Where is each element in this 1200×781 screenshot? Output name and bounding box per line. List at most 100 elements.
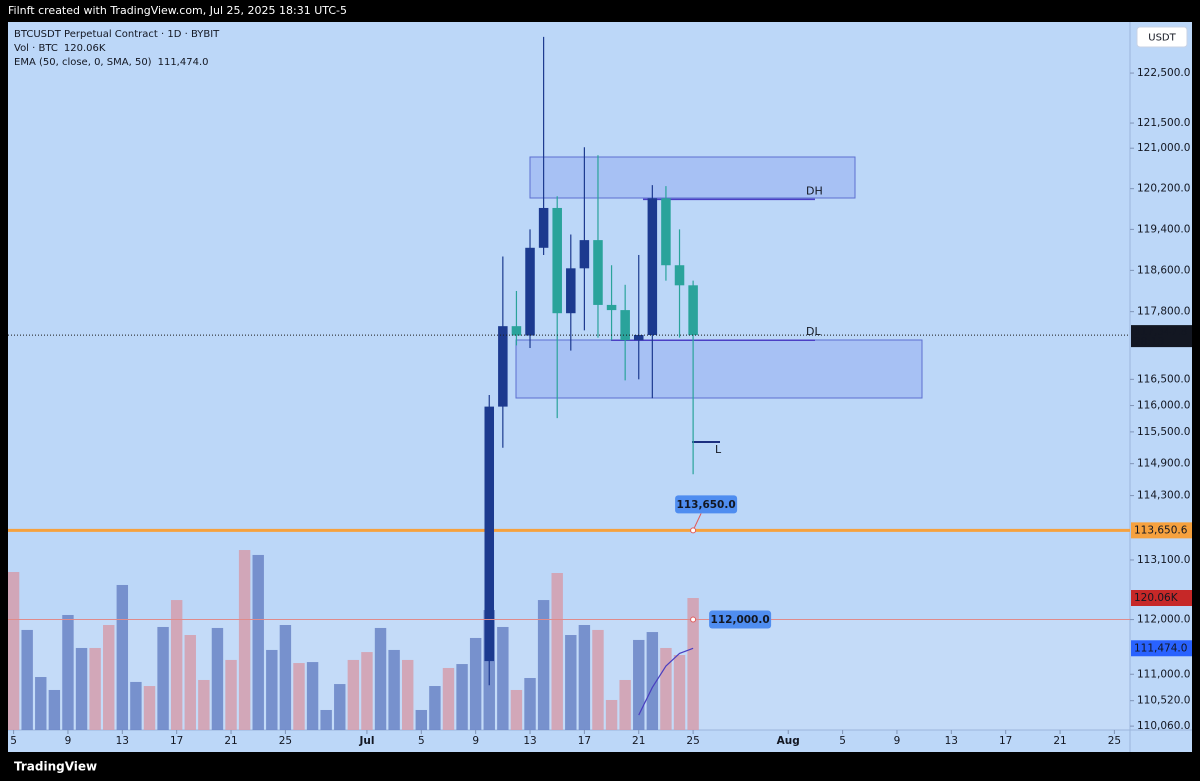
- x-tick-label: 13: [945, 735, 958, 747]
- volume-bar: [469, 637, 482, 730]
- x-tick-label: 5: [10, 735, 17, 747]
- candle-body: [633, 334, 644, 341]
- volume-bar: [402, 659, 414, 730]
- volume-bar: [279, 625, 292, 730]
- volume-bar: [8, 572, 20, 730]
- header: Filnft created with TradingView.com, Jul…: [8, 4, 347, 17]
- ema-line: [638, 647, 694, 716]
- volume-bar: [660, 647, 672, 730]
- legend-name: Vol · BTC: [14, 43, 58, 54]
- price-line-tag-label: 113,650.6: [1134, 524, 1188, 536]
- currency-button[interactable]: [1136, 26, 1188, 48]
- callout-box: [709, 610, 772, 629]
- candle-body: [674, 265, 685, 286]
- volume-bar: [673, 655, 686, 730]
- ema-tag-label: 111,474.0: [1134, 642, 1187, 654]
- candle-body: [484, 406, 495, 662]
- y-tick-label: 110,520.0: [1137, 695, 1190, 707]
- volume-tag-label: 120.06K: [1134, 592, 1179, 604]
- candle-body: [593, 240, 603, 305]
- candle-body: [579, 240, 590, 269]
- callout-box: [675, 495, 738, 514]
- y-tick-label: 112,000.0: [1137, 614, 1190, 626]
- x-tick-label: 21: [1053, 735, 1066, 747]
- y-tick-label: 121,500.0: [1137, 117, 1190, 129]
- level-label: DL: [806, 325, 821, 338]
- price-line-tag: [1131, 522, 1192, 539]
- volume-bar: [687, 597, 699, 730]
- volume-bar: [103, 625, 115, 730]
- volume-bar: [347, 659, 360, 730]
- x-tick-label: 17: [999, 735, 1012, 747]
- volume-bar: [225, 659, 237, 730]
- brand: TradingView: [14, 760, 97, 774]
- x-tick-label: Aug: [777, 735, 800, 747]
- currency[interactable]: USDT: [1148, 33, 1176, 44]
- candle-body: [661, 198, 671, 266]
- volume-bar: [293, 663, 305, 730]
- volume-bar: [306, 662, 319, 730]
- volume-bar: [646, 632, 659, 730]
- demand-zone: [515, 339, 923, 399]
- volume-bar: [429, 686, 441, 730]
- y-tick-label: 110,060.0: [1137, 720, 1190, 732]
- volume-bar: [605, 699, 618, 730]
- x-tick-label: 21: [224, 735, 237, 747]
- callout-label: 113,650.0: [677, 499, 736, 511]
- candle-body: [525, 247, 535, 336]
- x-tick-label: 13: [116, 735, 129, 747]
- y-tick-label: 117,800.0: [1137, 306, 1190, 318]
- volume-bar: [415, 709, 428, 730]
- volume-bar: [170, 600, 183, 730]
- x-tick-label: 5: [839, 735, 846, 747]
- level-label: DH: [806, 184, 823, 197]
- volume-bar: [48, 689, 61, 730]
- candle-body: [538, 207, 549, 248]
- volume-bar: [510, 689, 523, 730]
- volume-bar: [633, 639, 645, 730]
- volume-bar: [320, 709, 332, 730]
- volume-bar: [578, 625, 591, 730]
- legend-value: 111,474.0: [158, 57, 209, 68]
- y-tick-label: 115,500.0: [1137, 426, 1190, 438]
- volume-bar: [565, 635, 577, 730]
- x-tick-label: 25: [1108, 735, 1121, 747]
- y-tick-label: 114,300.0: [1137, 490, 1190, 502]
- y-tick-label: 120,200.0: [1137, 183, 1190, 195]
- x-tick-label: 5: [418, 735, 425, 747]
- volume-bar: [456, 664, 468, 730]
- plot: DH DL L 113,650.0 112,000.0: [8, 36, 1130, 730]
- x-tick-label: 25: [686, 735, 699, 747]
- volume-bar: [334, 684, 346, 730]
- y-tick-label: 116,000.0: [1137, 400, 1190, 412]
- volume-bar: [75, 647, 88, 730]
- volume-bar: [157, 626, 169, 730]
- x-tick-label: 9: [894, 735, 901, 747]
- legend-name: EMA (50, close, 0, SMA, 50): [14, 57, 152, 68]
- y-tick-label: 111,000.0: [1137, 668, 1190, 680]
- volume-bar: [62, 614, 74, 730]
- volume-bar: [21, 629, 33, 730]
- y-tick-label: 114,900.0: [1137, 458, 1190, 470]
- volume-bar: [537, 600, 550, 730]
- x-tick-label: 9: [472, 735, 479, 747]
- candle-body: [606, 304, 617, 311]
- candle-body: [688, 285, 698, 336]
- volume-bar: [238, 550, 251, 730]
- volume-bar: [35, 677, 47, 730]
- volume-bar: [89, 647, 101, 730]
- callout-label: 112,000.0: [711, 614, 770, 626]
- volume-bar: [619, 679, 631, 730]
- volume-bar: [130, 681, 142, 730]
- volume-bar: [143, 686, 156, 730]
- candle-body: [620, 310, 630, 341]
- volume-bar: [442, 667, 455, 730]
- volume-tag: [1131, 589, 1192, 606]
- last-price-tag: [1131, 325, 1192, 348]
- volume-bar: [198, 679, 210, 730]
- candle-body: [647, 198, 658, 335]
- volume-bar: [184, 635, 196, 730]
- ema-tag: [1131, 640, 1192, 657]
